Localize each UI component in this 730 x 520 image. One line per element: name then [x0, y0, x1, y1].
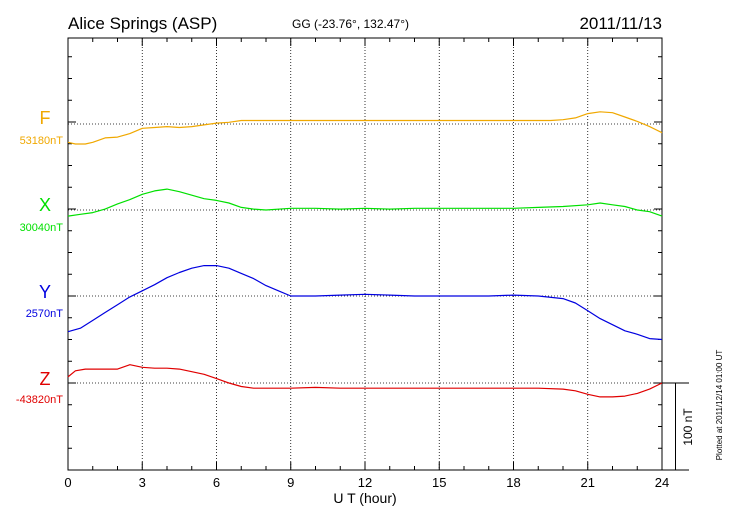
scale-bar: 100 nT [662, 382, 695, 471]
station-title: Alice Springs (ASP) [68, 14, 217, 33]
series-name-z: Z [40, 369, 51, 389]
x-tick-label: 3 [139, 475, 146, 490]
series-lines [67, 111, 663, 398]
x-tick-label: 15 [432, 475, 446, 490]
x-tick-label: 12 [358, 475, 372, 490]
series-line-f [67, 111, 663, 145]
scale-bar-label: 100 nT [681, 408, 695, 446]
series-baseline-f: 53180nT [20, 135, 64, 147]
axis-ticks: 0 3 6 9 12 15 18 21 24 [64, 38, 669, 490]
series-name-f: F [40, 108, 51, 128]
station-coordinates: GG (-23.76°, 132.47°) [292, 17, 409, 31]
x-tick-label: 24 [655, 475, 669, 490]
x-tick-label: 21 [581, 475, 595, 490]
series-baseline-x: 30040nT [20, 222, 64, 234]
series-line-y [67, 265, 663, 341]
series-labels: F 53180nT X 30040nT Y 2570nT Z -43820nT [16, 108, 63, 406]
x-tick-label: 6 [213, 475, 220, 490]
series-name-y: Y [39, 282, 51, 302]
series-line-z [67, 364, 663, 398]
x-axis-label: U T (hour) [333, 490, 396, 506]
series-name-x: X [39, 195, 51, 215]
chart-date: 2011/11/13 [579, 14, 662, 33]
grid-lines [68, 38, 662, 470]
x-tick-label: 0 [64, 475, 71, 490]
plotted-timestamp: Plotted at 2011/12/14 01:00 UT [715, 350, 724, 461]
x-tick-label: 18 [506, 475, 520, 490]
series-line-x [67, 188, 663, 217]
x-tick-label: 9 [287, 475, 294, 490]
series-baseline-z: -43820nT [16, 394, 63, 406]
series-baseline-y: 2570nT [26, 308, 64, 320]
